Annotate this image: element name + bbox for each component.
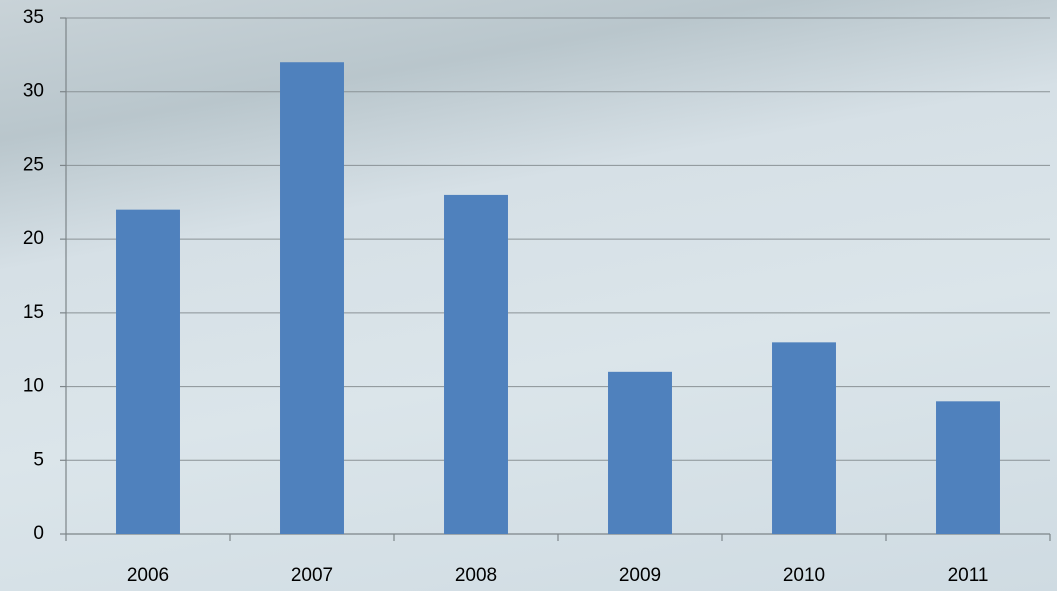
y-tick-label: 20 — [23, 228, 44, 249]
bar — [936, 401, 1000, 534]
bar — [608, 371, 672, 534]
x-tick-label: 2011 — [948, 565, 989, 586]
bar — [116, 209, 180, 534]
bar — [772, 342, 836, 534]
x-tick-label: 2008 — [455, 565, 497, 586]
y-tick-label: 15 — [23, 302, 44, 323]
x-tick-label: 2010 — [783, 565, 825, 586]
x-tick-label: 2009 — [619, 565, 661, 586]
bar — [444, 194, 508, 534]
y-tick-label: 30 — [23, 81, 44, 102]
x-tick-label: 2006 — [127, 565, 169, 586]
y-tick-label: 5 — [33, 449, 44, 470]
y-tick-label: 10 — [23, 376, 44, 397]
x-tick-label: 2007 — [291, 565, 333, 586]
bar — [280, 62, 344, 534]
y-tick-label: 35 — [23, 7, 44, 28]
y-tick-label: 25 — [23, 154, 44, 175]
y-tick-label: 0 — [33, 523, 44, 544]
